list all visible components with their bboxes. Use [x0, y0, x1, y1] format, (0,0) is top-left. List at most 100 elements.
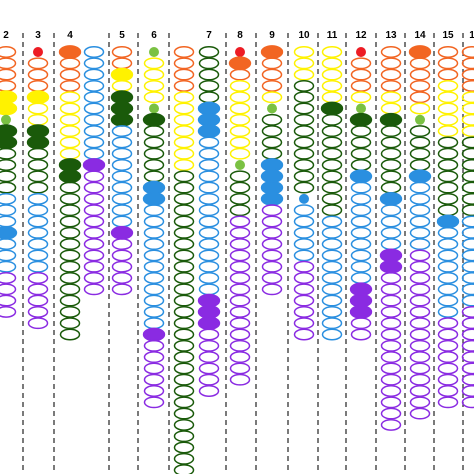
ring	[321, 204, 343, 217]
column-label-4: 4	[67, 30, 73, 41]
ring	[27, 294, 49, 307]
ring	[437, 91, 459, 104]
ring	[380, 46, 402, 58]
ring	[59, 238, 81, 251]
ring	[461, 373, 474, 386]
ring	[173, 102, 195, 115]
ring	[293, 102, 315, 115]
ring	[380, 204, 402, 217]
filled-ring	[197, 124, 221, 139]
ring	[380, 385, 402, 397]
ring	[27, 181, 49, 194]
ring	[173, 283, 195, 296]
ring	[380, 238, 402, 251]
ring	[59, 204, 81, 217]
ring	[111, 283, 133, 296]
column-label-3: 3	[35, 30, 41, 41]
ring	[173, 430, 195, 443]
ring	[409, 351, 431, 364]
filled-ring	[110, 112, 134, 127]
ring	[409, 305, 431, 318]
filled-ring	[26, 90, 50, 105]
column-label-6: 6	[151, 30, 157, 41]
ring	[293, 91, 315, 104]
ring	[461, 249, 474, 262]
ring	[111, 238, 133, 251]
ring	[437, 79, 459, 92]
ring	[437, 373, 459, 386]
ring	[173, 204, 195, 217]
ring	[59, 181, 81, 194]
ring	[198, 362, 220, 375]
ring	[229, 91, 251, 104]
ring	[461, 385, 474, 397]
ring	[321, 136, 343, 149]
ring	[0, 181, 17, 194]
ring	[59, 328, 81, 341]
ring	[83, 249, 105, 262]
ring	[111, 125, 133, 138]
ring	[380, 373, 402, 386]
ring	[380, 91, 402, 104]
ring	[293, 305, 315, 318]
filled-ring	[0, 90, 18, 105]
ring	[461, 328, 474, 341]
column-label-15: 15	[442, 30, 454, 41]
ring	[173, 418, 195, 431]
ring	[27, 226, 49, 239]
ring	[111, 57, 133, 70]
ring	[111, 159, 133, 171]
ring	[409, 102, 431, 115]
ring	[198, 328, 220, 341]
ring	[229, 249, 251, 262]
ring	[143, 272, 165, 284]
ring	[111, 46, 133, 58]
filled-ring	[379, 191, 403, 206]
filled-ring	[58, 158, 82, 172]
ring	[261, 204, 283, 217]
filled-ring	[58, 45, 82, 59]
ring	[461, 159, 474, 171]
ring	[461, 260, 474, 273]
ring	[0, 272, 17, 284]
ring	[437, 260, 459, 273]
ring	[173, 192, 195, 205]
ring	[173, 362, 195, 375]
ring	[380, 272, 402, 284]
ring	[380, 181, 402, 194]
ring	[437, 294, 459, 307]
ring	[293, 215, 315, 228]
ring	[409, 57, 431, 70]
ring	[409, 362, 431, 375]
ring	[409, 181, 431, 194]
ring	[261, 260, 283, 273]
ring	[409, 385, 431, 397]
ring	[173, 305, 195, 318]
column-label-7: 7	[206, 30, 212, 41]
ring	[143, 249, 165, 262]
ring	[59, 57, 81, 70]
ring	[409, 396, 431, 409]
ring	[143, 79, 165, 92]
ring	[59, 260, 81, 273]
ring	[83, 91, 105, 104]
ring	[111, 272, 133, 284]
ring	[380, 317, 402, 330]
ring	[111, 79, 133, 92]
filled-ring	[26, 124, 50, 139]
filled-ring	[349, 169, 373, 184]
ring	[293, 68, 315, 81]
ring	[83, 102, 105, 115]
ring	[350, 136, 372, 149]
ring	[261, 226, 283, 239]
ring	[83, 68, 105, 81]
ring	[59, 113, 81, 126]
ring	[83, 204, 105, 217]
ring	[198, 46, 220, 58]
ring	[409, 294, 431, 307]
ring	[321, 147, 343, 160]
ring	[0, 204, 17, 217]
ring	[143, 91, 165, 104]
ring	[380, 396, 402, 409]
ring	[437, 113, 459, 126]
